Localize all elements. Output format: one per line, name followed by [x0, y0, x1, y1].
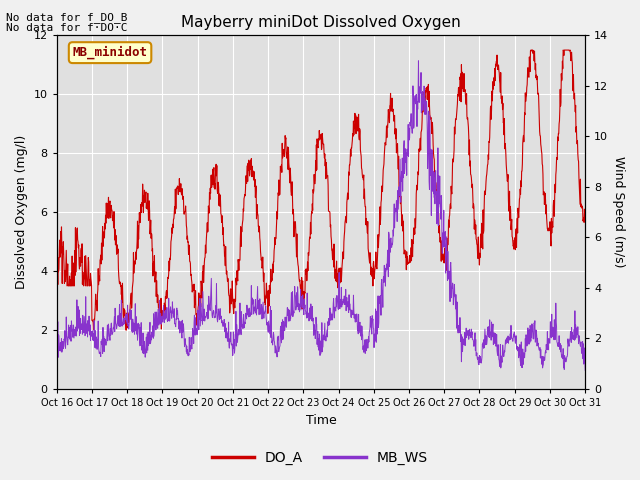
Legend: DO_A, MB_WS: DO_A, MB_WS — [207, 445, 433, 471]
Text: No data for f·DO·C: No data for f·DO·C — [6, 23, 128, 33]
Y-axis label: Wind Speed (m/s): Wind Speed (m/s) — [612, 156, 625, 268]
Text: No data for f_DO_B: No data for f_DO_B — [6, 12, 128, 23]
X-axis label: Time: Time — [305, 414, 336, 427]
Text: MB_minidot: MB_minidot — [72, 46, 148, 60]
Y-axis label: Dissolved Oxygen (mg/l): Dissolved Oxygen (mg/l) — [15, 135, 28, 289]
Title: Mayberry miniDot Dissolved Oxygen: Mayberry miniDot Dissolved Oxygen — [181, 15, 461, 30]
